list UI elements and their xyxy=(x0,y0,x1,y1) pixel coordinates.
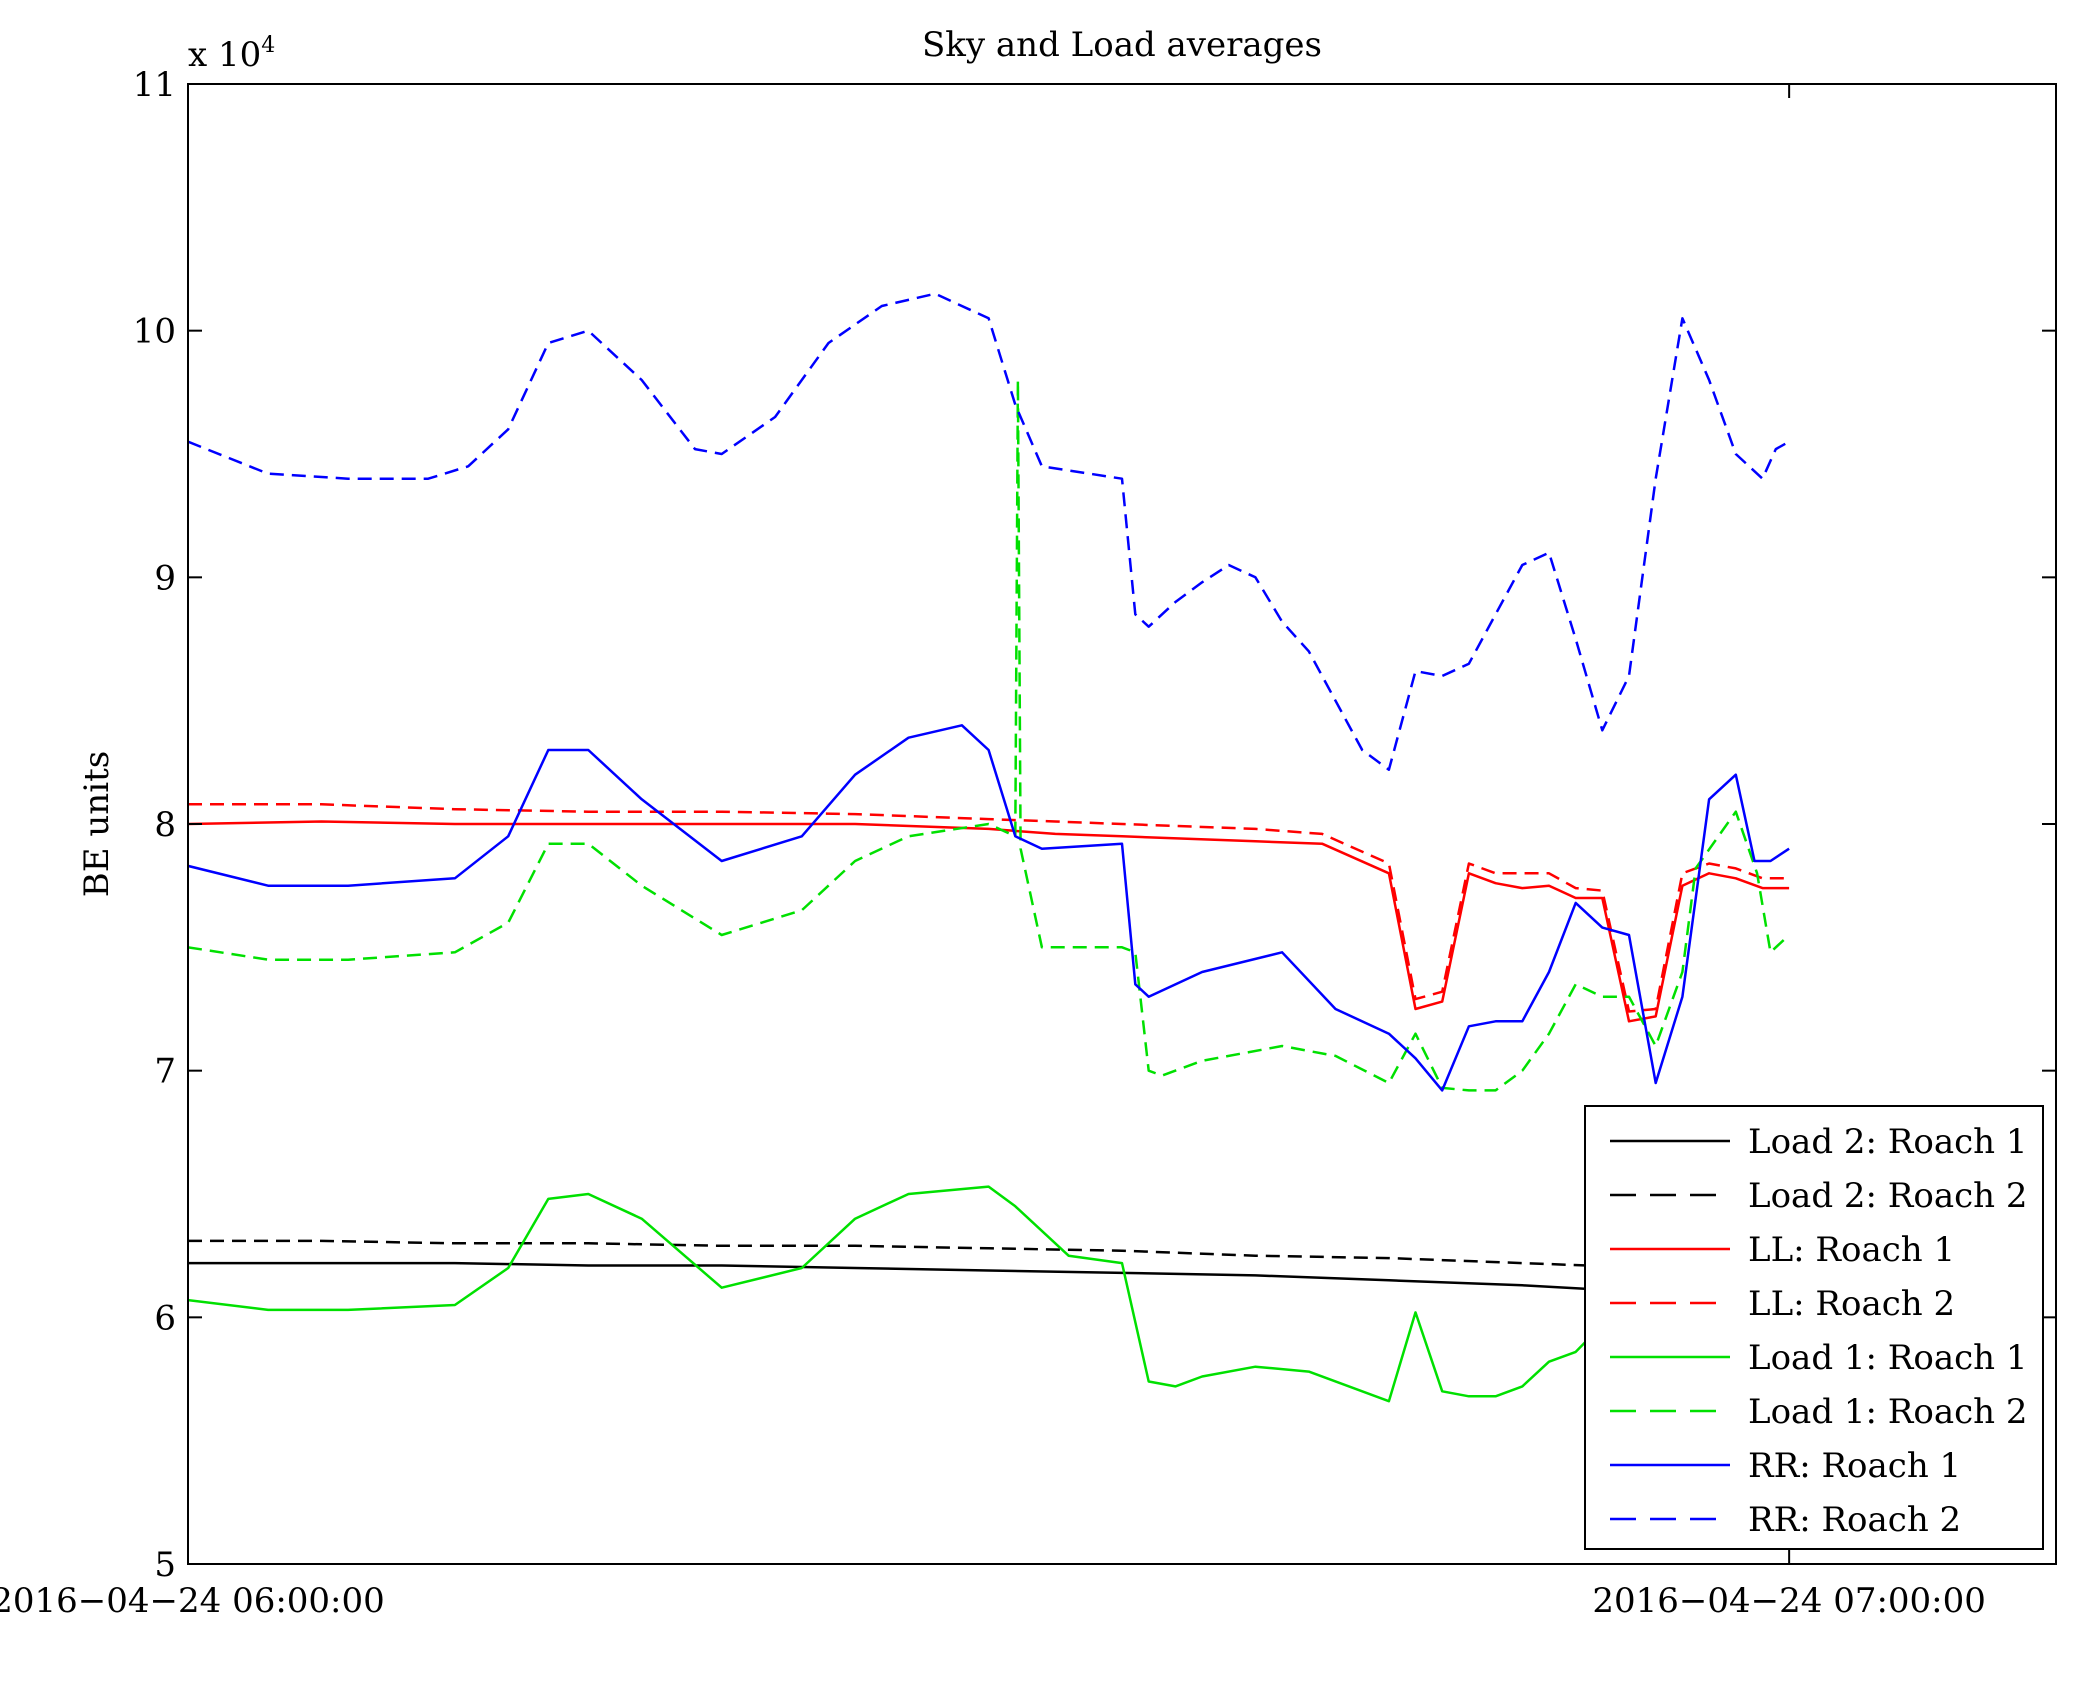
y-tick-label: 11 xyxy=(133,65,176,105)
legend-entry-load-1-roach-1: Load 1: Roach 1 xyxy=(1610,1338,2028,1378)
legend-entry-rr-roach-2: RR: Roach 2 xyxy=(1610,1500,1961,1540)
series-line-load-1-roach-1 xyxy=(188,1185,1711,1403)
legend-label: RR: Roach 2 xyxy=(1748,1500,1961,1540)
x-tick-label: 2016−04−24 06:00:00 xyxy=(0,1581,385,1621)
x-tick-label: 2016−04−24 07:00:00 xyxy=(1592,1581,1986,1621)
y-tick-label: 7 xyxy=(154,1052,176,1092)
y-exponent-prefix: x 10 xyxy=(188,35,261,75)
chart-title: Sky and Load averages xyxy=(922,25,1322,65)
legend-entry-ll-roach-1: LL: Roach 1 xyxy=(1610,1230,1955,1270)
y-tick-label: 6 xyxy=(154,1298,176,1338)
legend-entry-load-1-roach-2: Load 1: Roach 2 xyxy=(1610,1392,2028,1432)
legend-entry-load-2-roach-1: Load 2: Roach 1 xyxy=(1610,1122,2028,1162)
legend-label: Load 1: Roach 2 xyxy=(1748,1392,2028,1432)
tick-labels: 5 6 7 8 9 10 11 2016−04−24 06:00:00 2016−04−24 0… xyxy=(0,65,1986,1621)
series-line-rr-roach-1 xyxy=(188,724,1790,1092)
legend-label: LL: Roach 1 xyxy=(1748,1230,1955,1270)
y-tick-label: 10 xyxy=(133,312,176,352)
legend-label: LL: Roach 2 xyxy=(1748,1284,1955,1324)
legend-label: RR: Roach 1 xyxy=(1748,1446,1961,1486)
legend-label: Load 2: Roach 1 xyxy=(1748,1122,2028,1162)
svg-text:x 104: x 104 xyxy=(188,33,275,75)
series-line-load-2-roach-2 xyxy=(188,1239,1790,1277)
series-line-rr-roach-2 xyxy=(188,292,1790,771)
tick-marks xyxy=(187,83,2056,1565)
legend-entry-ll-roach-2: LL: Roach 2 xyxy=(1610,1284,1955,1324)
legend-entry-load-2-roach-2: Load 2: Roach 2 xyxy=(1610,1176,2028,1216)
y-exponent-power: 4 xyxy=(261,33,275,58)
y-tick-label: 9 xyxy=(154,558,176,598)
series-line-ll-roach-2 xyxy=(188,803,1790,1013)
legend: Load 2: Roach 1 Load 2: Roach 2 LL: Roach … xyxy=(1584,1105,2044,1550)
series-line-load-1-roach-2 xyxy=(188,378,1790,1092)
legend-box xyxy=(1584,1105,2044,1550)
series-line-load-2-roach-1 xyxy=(188,1261,1790,1302)
legend-label: Load 2: Roach 2 xyxy=(1748,1176,2028,1216)
series-line-ll-roach-1 xyxy=(188,820,1790,1023)
legend-label: Load 1: Roach 1 xyxy=(1748,1338,2028,1378)
y-tick-label: 8 xyxy=(154,805,176,845)
series-layer xyxy=(188,292,1790,1403)
y-axis-exponent: x 104 xyxy=(188,33,275,75)
legend-entry-rr-roach-1: RR: Roach 1 xyxy=(1610,1446,1961,1486)
y-axis-label: BE units xyxy=(77,751,117,897)
y-tick-label: 5 xyxy=(154,1545,176,1585)
